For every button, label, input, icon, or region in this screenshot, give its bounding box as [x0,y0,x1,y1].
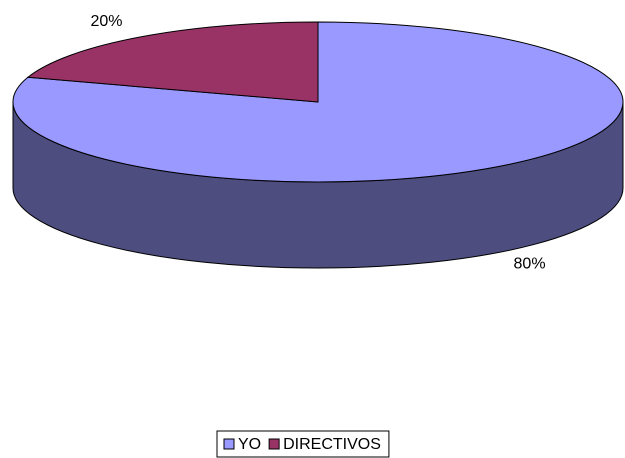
legend-label: DIRECTIVOS [283,436,381,453]
data-label: 80% [514,256,546,273]
legend-swatch [268,438,280,450]
legend-label: YO [238,436,261,453]
data-label: 20% [90,13,122,30]
legend-box [216,430,390,458]
legend-swatch [223,438,235,450]
slice [26,21,319,103]
